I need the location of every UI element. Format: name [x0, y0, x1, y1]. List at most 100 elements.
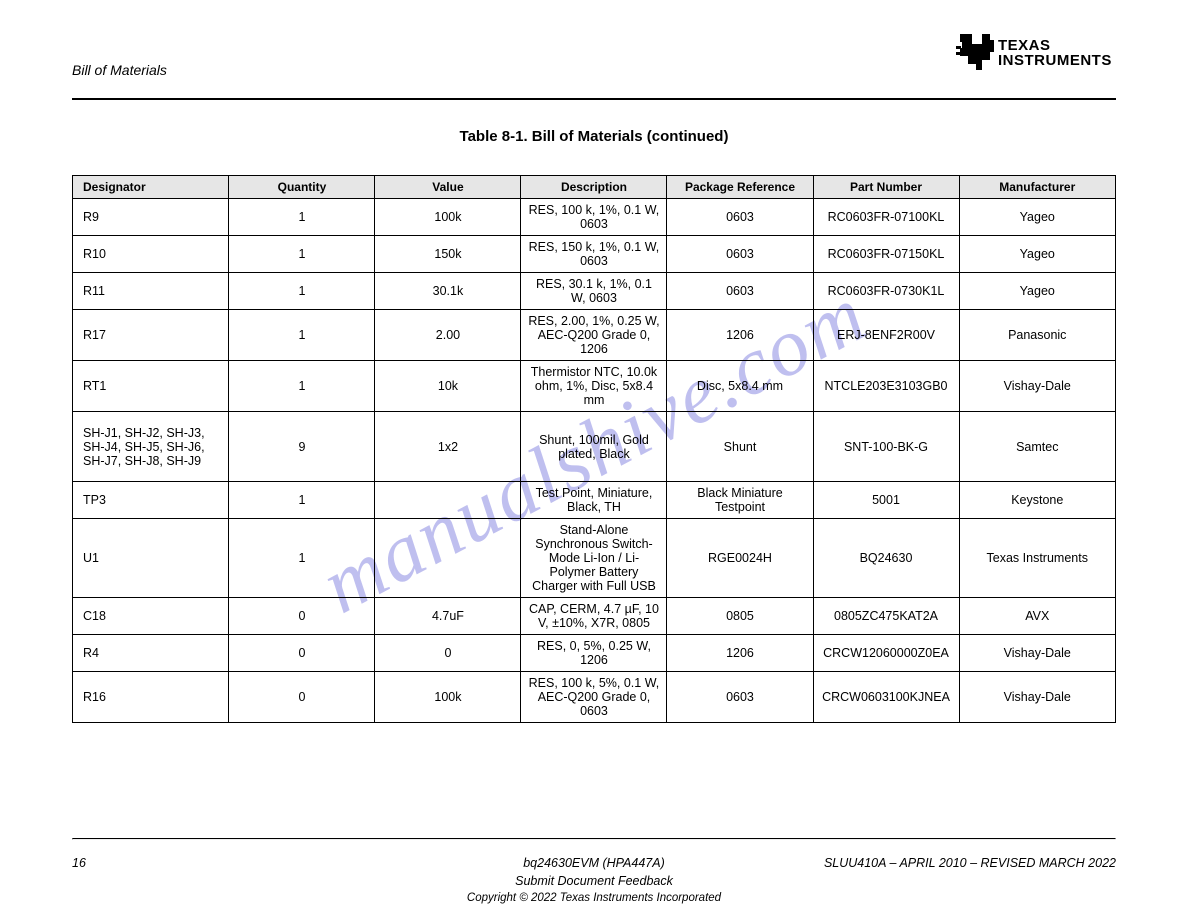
table-cell: RC0603FR-07150KL	[813, 236, 959, 273]
table-cell	[375, 519, 521, 598]
table-header-cell: Quantity	[229, 176, 375, 199]
table-cell: 0	[375, 635, 521, 672]
footer-doc-rev: SLUU410A – APRIL 2010 – REVISED MARCH 20…	[824, 856, 1116, 870]
table-cell: RC0603FR-07100KL	[813, 199, 959, 236]
table-cell: 0603	[667, 199, 813, 236]
table-cell: R4	[73, 635, 229, 672]
bom-table: DesignatorQuantityValueDescriptionPackag…	[72, 175, 1116, 723]
ti-logo-line1: TEXAS	[998, 38, 1112, 53]
table-row: R400RES, 0, 5%, 0.25 W, 12061206CRCW1206…	[73, 635, 1116, 672]
table-cell: RES, 100 k, 5%, 0.1 W, AEC-Q200 Grade 0,…	[521, 672, 667, 723]
table-cell: U1	[73, 519, 229, 598]
footer-feedback-link[interactable]: Submit Document Feedback	[515, 874, 673, 888]
table-cell: 0603	[667, 236, 813, 273]
table-cell: RES, 30.1 k, 1%, 0.1 W, 0603	[521, 273, 667, 310]
table-cell: Vishay-Dale	[959, 361, 1115, 412]
table-cell: R10	[73, 236, 229, 273]
table-cell: SNT-100-BK-G	[813, 412, 959, 482]
table-row: SH-J1, SH-J2, SH-J3, SH-J4, SH-J5, SH-J6…	[73, 412, 1116, 482]
table-cell: 0	[229, 598, 375, 635]
table-row: TP31Test Point, Miniature, Black, THBlac…	[73, 482, 1116, 519]
table-cell: 2.00	[375, 310, 521, 361]
table-row: RT1110kThermistor NTC, 10.0k ohm, 1%, Di…	[73, 361, 1116, 412]
table-header-cell: Package Reference	[667, 176, 813, 199]
table-cell: 0603	[667, 672, 813, 723]
table-cell: Keystone	[959, 482, 1115, 519]
table-header-cell: Description	[521, 176, 667, 199]
table-header-cell: Designator	[73, 176, 229, 199]
footer-copyright: Copyright © 2022 Texas Instruments Incor…	[0, 892, 1188, 904]
table-cell: Panasonic	[959, 310, 1115, 361]
table-cell: Yageo	[959, 273, 1115, 310]
table-cell: 9	[229, 412, 375, 482]
table-cell: Shunt, 100mil, Gold plated, Black	[521, 412, 667, 482]
table-cell: 1	[229, 199, 375, 236]
table-row: U11 Stand-Alone Synchronous Switch-Mode L…	[73, 519, 1116, 598]
table-cell: Test Point, Miniature, Black, TH	[521, 482, 667, 519]
table-cell: 0	[229, 672, 375, 723]
table-cell: C18	[73, 598, 229, 635]
table-cell: RES, 100 k, 1%, 0.1 W, 0603	[521, 199, 667, 236]
table-cell: 0805	[667, 598, 813, 635]
table-cell: 1	[229, 236, 375, 273]
table-row: R1712.00RES, 2.00, 1%, 0.25 W, AEC-Q200 …	[73, 310, 1116, 361]
table-cell: 1	[229, 482, 375, 519]
table-row: C1804.7uFCAP, CERM, 4.7 µF, 10 V, ±10%, …	[73, 598, 1116, 635]
table-cell: Vishay-Dale	[959, 672, 1115, 723]
table-header-cell: Value	[375, 176, 521, 199]
table-cell: 1	[229, 310, 375, 361]
table-cell: RES, 2.00, 1%, 0.25 W, AEC-Q200 Grade 0,…	[521, 310, 667, 361]
table-cell: 100k	[375, 199, 521, 236]
table-cell: Yageo	[959, 236, 1115, 273]
table-cell	[375, 482, 521, 519]
table-cell: CRCW12060000Z0EA	[813, 635, 959, 672]
table-cell: RGE0024H	[667, 519, 813, 598]
table-cell: 30.1k	[375, 273, 521, 310]
table-cell: RT1	[73, 361, 229, 412]
table-row: R91100kRES, 100 k, 1%, 0.1 W, 06030603RC…	[73, 199, 1116, 236]
table-cell: Samtec	[959, 412, 1115, 482]
table-cell: CRCW0603100KJNEA	[813, 672, 959, 723]
table-cell: 0805ZC475KAT2A	[813, 598, 959, 635]
table-cell: 10k	[375, 361, 521, 412]
table-cell: NTCLE203E3103GB0	[813, 361, 959, 412]
table-cell: 0603	[667, 273, 813, 310]
table-header-cell: Part Number	[813, 176, 959, 199]
table-row: R160100kRES, 100 k, 5%, 0.1 W, AEC-Q200 …	[73, 672, 1116, 723]
table-cell: CAP, CERM, 4.7 µF, 10 V, ±10%, X7R, 0805	[521, 598, 667, 635]
ti-logo-line2: INSTRUMENTS	[998, 53, 1112, 68]
page: TEXAS INSTRUMENTS Bill of Materials Tabl…	[0, 0, 1188, 918]
table-cell: 1206	[667, 635, 813, 672]
table-cell: Disc, 5x8.4 mm	[667, 361, 813, 412]
table-cell: BQ24630	[813, 519, 959, 598]
table-cell: 4.7uF	[375, 598, 521, 635]
table-cell: R11	[73, 273, 229, 310]
table-cell: 0	[229, 635, 375, 672]
table-cell: R17	[73, 310, 229, 361]
table-header-cell: Manufacturer	[959, 176, 1115, 199]
table-title: Table 8-1. Bill of Materials (continued)	[0, 128, 1188, 145]
table-cell: RES, 0, 5%, 0.25 W, 1206	[521, 635, 667, 672]
ti-logo-text: TEXAS INSTRUMENTS	[998, 38, 1112, 68]
table-cell: Stand-Alone Synchronous Switch-Mode Li-I…	[521, 519, 667, 598]
bom-table-wrapper: DesignatorQuantityValueDescriptionPackag…	[72, 175, 1116, 723]
table-cell: 1	[229, 519, 375, 598]
table-cell: 1x2	[375, 412, 521, 482]
table-row: R101150kRES, 150 k, 1%, 0.1 W, 06030603R…	[73, 236, 1116, 273]
table-cell: Yageo	[959, 199, 1115, 236]
footer-rule	[72, 838, 1116, 840]
table-cell: 150k	[375, 236, 521, 273]
table-row: R11130.1kRES, 30.1 k, 1%, 0.1 W, 0603060…	[73, 273, 1116, 310]
top-rule	[72, 98, 1116, 100]
table-cell: RC0603FR-0730K1L	[813, 273, 959, 310]
table-cell: 100k	[375, 672, 521, 723]
ti-chip-icon	[956, 30, 996, 74]
table-cell: ERJ-8ENF2R00V	[813, 310, 959, 361]
ti-logo: TEXAS INSTRUMENTS	[956, 28, 1116, 78]
table-cell: 1	[229, 273, 375, 310]
table-cell: RES, 150 k, 1%, 0.1 W, 0603	[521, 236, 667, 273]
table-cell: Shunt	[667, 412, 813, 482]
table-cell: R9	[73, 199, 229, 236]
table-cell: AVX	[959, 598, 1115, 635]
table-cell: Texas Instruments	[959, 519, 1115, 598]
